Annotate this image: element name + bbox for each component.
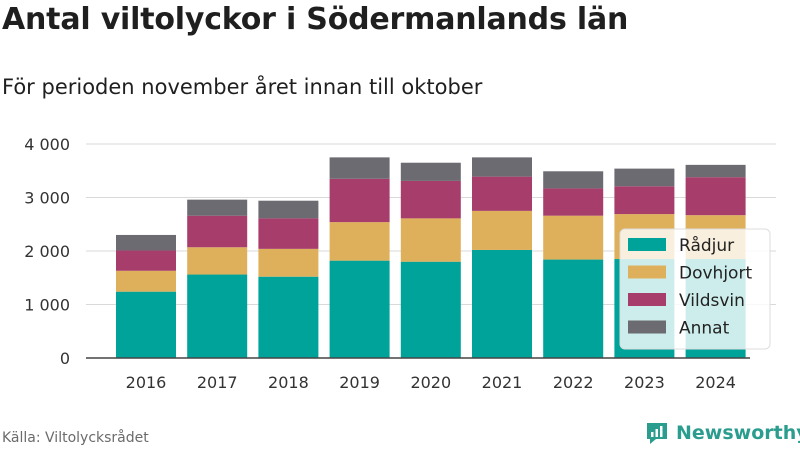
bar-segment: [258, 276, 319, 358]
bar-segment: [187, 199, 248, 216]
bar-segment: [400, 261, 461, 358]
legend-label: Vildsvin: [679, 291, 745, 311]
bar-segment: [116, 234, 176, 251]
source-note: Källa: Viltolycksrådet: [2, 430, 149, 446]
bar-segment: [187, 274, 248, 358]
bar-segment: [543, 215, 604, 260]
legend-swatch: [628, 293, 666, 306]
bar-segment: [685, 177, 746, 216]
bar-segment: [187, 215, 248, 248]
bar-segment: [543, 171, 604, 189]
y-tick-label: 3 000: [24, 189, 70, 208]
bar-segment: [329, 157, 390, 179]
bar-segment: [472, 176, 532, 211]
bar-segment: [543, 188, 604, 216]
bar-segment: [116, 250, 176, 271]
bar-segment: [472, 210, 532, 250]
y-tick-label: 4 000: [24, 135, 70, 154]
brand-name: Newsworthy: [676, 422, 800, 444]
legend-swatch: [628, 320, 666, 334]
legend-swatch: [628, 265, 666, 279]
legend-label: Rådjur: [679, 235, 734, 256]
chart-title: Antal viltolyckor i Södermanlands län: [2, 2, 629, 37]
bar-segment: [329, 178, 390, 223]
x-tick-label: 2019: [339, 373, 380, 392]
x-tick-label: 2020: [410, 373, 451, 392]
bar-segment: [329, 260, 390, 358]
bar-segment: [258, 200, 319, 219]
legend-label: Annat: [679, 319, 730, 339]
bar-segment: [614, 168, 675, 187]
bar-segment: [116, 270, 176, 292]
chart-subtitle: För perioden november året innan till ok…: [2, 75, 483, 99]
bar-segment: [329, 222, 390, 261]
newsworthy-logo-icon: [647, 423, 667, 444]
bar-segment: [258, 248, 319, 277]
legend-box: [619, 228, 771, 350]
x-tick-label: 2016: [126, 373, 167, 392]
bar-segment: [400, 162, 461, 181]
y-tick-label: 1 000: [24, 296, 70, 315]
bar-segment: [543, 259, 604, 358]
y-tick-label: 2 000: [24, 242, 70, 261]
legend-swatch: [628, 238, 666, 251]
brand-logo: Newsworthy: [644, 420, 800, 446]
x-tick-label: 2017: [197, 373, 238, 392]
x-tick-label: 2021: [482, 373, 523, 392]
bar-segment: [116, 291, 176, 358]
bar-segment: [400, 218, 461, 262]
bar-segment: [614, 186, 675, 215]
bar-segment: [258, 218, 319, 249]
x-tick-label: 2023: [624, 373, 665, 392]
x-tick-label: 2024: [695, 373, 736, 392]
bar-segment: [472, 157, 532, 177]
bar-segment: [685, 164, 746, 178]
x-tick-label: 2022: [553, 373, 594, 392]
legend-label: Dovhjort: [679, 264, 752, 284]
bar-segment: [400, 180, 461, 219]
x-tick-label: 2018: [268, 373, 309, 392]
bar-segment: [472, 249, 532, 358]
bar-segment: [187, 247, 248, 275]
y-tick-label: 0: [60, 349, 70, 368]
